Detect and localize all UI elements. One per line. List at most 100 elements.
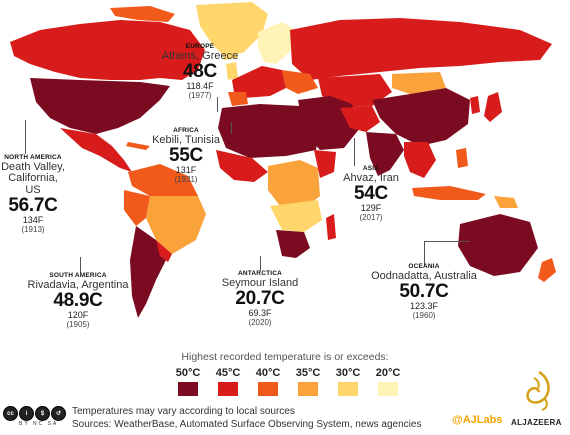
temperature-celsius: 20.7C <box>235 288 285 310</box>
legend-label: 35°C <box>295 367 321 379</box>
north-america-leader <box>25 120 26 154</box>
legend-label: 45°C <box>215 367 241 379</box>
record-year: (1905) <box>66 319 90 329</box>
cc-icon: cc <box>3 406 18 421</box>
legend-item: 40°C <box>248 367 288 396</box>
aljazeera-logo-icon <box>526 370 550 411</box>
ajlabs-handle: @AJLabs <box>452 414 503 426</box>
temperature-fahrenheit: 118.4F <box>186 81 214 92</box>
footer-notes: Temperatures may vary according to local… <box>72 406 421 431</box>
record-year: (1931) <box>174 174 198 184</box>
southeast-asia <box>404 142 436 178</box>
region-name: ASIA <box>362 165 380 172</box>
temperature-celsius: 54C <box>354 183 388 205</box>
mexico <box>60 128 132 172</box>
sources-text: Sources: WeatherBase, Automated Surface … <box>72 418 422 430</box>
place-name: Athens, Greece <box>161 49 239 62</box>
legend-swatch <box>378 382 398 396</box>
eastern-europe <box>282 70 318 94</box>
temperature-celsius: 55C <box>169 145 203 167</box>
uruguay-paraguay <box>156 240 172 262</box>
western-europe <box>232 66 286 98</box>
mongolia <box>392 72 446 94</box>
temperature-celsius: 48.9C <box>53 290 103 312</box>
record-south-america: SOUTH AMERICA Rivadavia, Argentina 48.9C… <box>8 272 148 329</box>
record-antarctica: ANTARCTICA Seymour Island 20.7C 69.3F (2… <box>198 270 322 327</box>
legend-swatch <box>258 382 278 396</box>
nc-icon: $ <box>35 406 50 421</box>
record-year: (1960) <box>412 310 436 320</box>
region-name: AFRICA <box>173 127 199 134</box>
japan <box>484 92 502 122</box>
place-name: Ahvaz, Iran <box>343 171 399 184</box>
temperature-fahrenheit: 69.3F <box>248 308 272 319</box>
record-africa: AFRICA Kebili, Tunisia 55C 131F (1931) <box>143 127 229 184</box>
greenland <box>196 2 268 58</box>
temperature-celsius: 48C <box>183 61 217 83</box>
legend: 50°C 45°C 40°C 35°C 30°C 20°C <box>168 367 408 396</box>
record-year: (1913) <box>21 224 45 234</box>
brazil <box>146 196 206 254</box>
record-asia: ASIA Ahvaz, Iran 54C 129F (2017) <box>336 165 406 222</box>
by-icon: i <box>19 406 34 421</box>
region-name: EUROPE <box>185 43 215 50</box>
russia <box>290 18 552 80</box>
legend-swatch <box>218 382 238 396</box>
scandinavia <box>258 22 296 64</box>
africa-leader <box>231 122 232 134</box>
region-name: NORTH AMERICA <box>4 154 62 161</box>
record-year: (1977) <box>188 90 212 100</box>
temperature-celsius: 50.7C <box>399 281 449 303</box>
south-america-north <box>128 164 198 200</box>
south-africa <box>276 230 310 258</box>
legend-swatch <box>338 382 358 396</box>
uk <box>226 62 238 80</box>
record-year: (2017) <box>359 212 383 222</box>
iberia <box>228 92 248 106</box>
legend-label: 40°C <box>255 367 281 379</box>
antarctica-leader <box>260 256 261 271</box>
madagascar <box>326 214 336 240</box>
australia <box>458 214 538 276</box>
philippines <box>456 148 468 168</box>
license-text: BY NC SA <box>19 421 59 427</box>
record-year: (2020) <box>248 317 272 327</box>
iran-region <box>340 106 380 132</box>
aljazeera-brand: ALJAZEERA <box>511 418 562 427</box>
europe-leader <box>217 97 218 112</box>
legend-label: 20°C <box>375 367 401 379</box>
note-text: Temperatures may vary according to local… <box>72 406 295 417</box>
place-name: Rivadavia, Argentina <box>27 278 129 291</box>
southern-africa-north <box>270 200 322 232</box>
north-africa <box>218 104 320 158</box>
legend-item: 35°C <box>288 367 328 396</box>
cc-license-badge: cc i $ ↺ <box>3 406 66 421</box>
place-name: Kebili, Tunisia <box>152 133 220 146</box>
legend-swatch <box>298 382 318 396</box>
sa-icon: ↺ <box>51 406 66 421</box>
usa <box>30 78 170 134</box>
arctic-islands <box>110 6 175 22</box>
iceland <box>222 50 238 60</box>
place-name: Death Valley, California, US <box>1 160 65 196</box>
legend-item: 20°C <box>368 367 408 396</box>
temperature-fahrenheit: 129F <box>360 203 382 214</box>
legend-title: Highest recorded temperature is or excee… <box>181 351 389 363</box>
south-america-leader <box>80 257 81 273</box>
temperature-fahrenheit: 120F <box>67 310 89 321</box>
india <box>366 132 404 176</box>
andes-north <box>124 190 150 226</box>
region-name: OCEANIA <box>408 263 440 270</box>
west-africa <box>216 150 268 182</box>
korea <box>470 96 480 114</box>
horn-of-africa <box>314 150 336 178</box>
region-name: SOUTH AMERICA <box>49 272 107 279</box>
place-name: Seymour Island <box>221 276 299 289</box>
record-north-america: NORTH AMERICA Death Valley, California, … <box>0 154 66 234</box>
oceania-leader-v <box>424 241 425 266</box>
temperature-fahrenheit: 131F <box>175 165 197 176</box>
legend-label: 50°C <box>175 367 201 379</box>
legend-item: 30°C <box>328 367 368 396</box>
oceania-leader <box>424 241 470 242</box>
legend-swatch <box>178 382 198 396</box>
